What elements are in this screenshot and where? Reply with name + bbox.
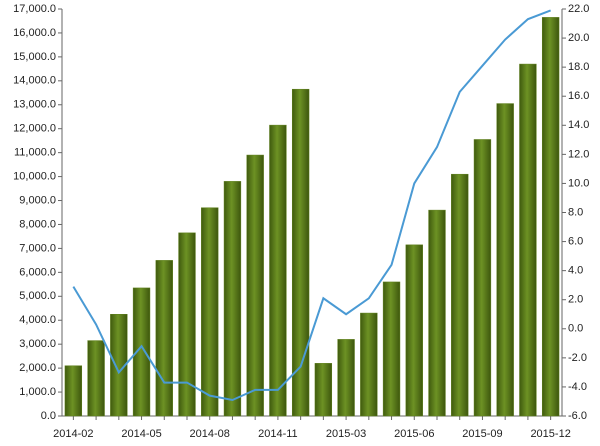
bar [314,363,333,417]
bar [246,154,264,417]
y2-tick-label: 4.0 [568,265,583,277]
y2-tick-label: 18.0 [568,61,589,73]
y2-tick-label: 2.0 [568,294,583,306]
bar [337,339,355,417]
x-tick-label: 2014-02 [53,428,93,440]
bar [360,312,378,417]
y-tick-label: 0.0 [41,410,56,422]
y-tick-label: 2,000.0 [19,362,56,374]
bar [382,281,401,417]
bar [201,207,219,417]
line [72,9,551,402]
y-tick-label: 5,000.0 [19,290,56,302]
y2-tick-label: -6.0 [568,410,587,422]
y2-tick-label: 8.0 [568,206,583,218]
x-tick-label: 2015-12 [530,428,570,440]
bar [451,173,469,417]
y2-tick-label: 22.0 [568,3,589,15]
y2-tick-label: 10.0 [568,177,589,189]
bar [291,88,310,417]
y-tick-label: 11,000.0 [14,147,56,159]
y-tick-label: 10,000.0 [13,170,56,182]
x-tick-label: 2014-05 [121,428,161,440]
x-tick-label: 2015-03 [326,428,366,440]
bar [87,340,105,417]
y-tick-label: 1,000.0 [19,386,56,398]
x-tick-label: 2015-06 [394,428,434,440]
y2-tick-label: 6.0 [568,235,583,247]
y-tick-label: 13,000.0 [13,99,56,111]
y-tick-label: 8,000.0 [19,218,56,230]
y-tick-label: 9,000.0 [19,194,56,206]
y-tick-label: 12,000.0 [13,123,56,135]
bar [405,244,423,417]
bar [473,139,492,417]
bar [541,17,560,417]
y2-tick-label: 12.0 [568,148,589,160]
x-tick-label: 2014-08 [190,428,230,440]
bar [269,124,287,417]
y-tick-label: 16,000.0 [13,27,56,39]
y-tick-label: 4,000.0 [19,314,56,326]
y-tick-label: 17,000.0 [13,3,56,15]
y2-tick-label: 0.0 [568,323,583,335]
bar [223,181,242,417]
y-tick-label: 7,000.0 [19,242,56,254]
y-tick-label: 3,000.0 [19,338,56,350]
y-tick-label: 14,000.0 [13,75,56,87]
x-tick-label: 2015-09 [462,428,502,440]
y-tick-label: 15,000.0 [13,51,56,63]
y2-tick-label: -2.0 [568,352,587,364]
bar [178,232,196,417]
bar [428,209,446,417]
y-tick-label: 6,000.0 [19,266,56,278]
bar [132,287,151,417]
bar [110,314,128,417]
y2-tick-label: 20.0 [568,32,589,44]
bar [64,365,83,417]
y2-tick-label: 16.0 [568,90,589,102]
bar [519,63,537,417]
bar [496,103,514,417]
x-tick-label: 2014-11 [258,428,298,440]
bar [155,260,173,417]
y2-tick-label: -4.0 [568,381,587,393]
y2-tick-label: 14.0 [568,119,589,131]
